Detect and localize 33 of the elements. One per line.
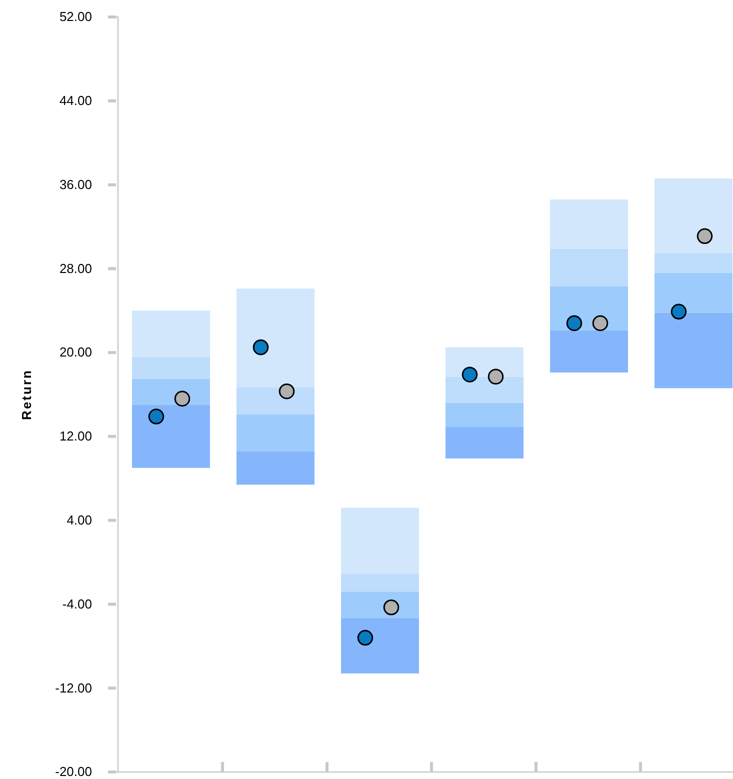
bar (132, 356, 210, 379)
bar (341, 592, 419, 618)
bar (550, 330, 628, 372)
bar (446, 376, 524, 403)
bar (132, 310, 210, 357)
bar (236, 387, 314, 414)
bar (550, 199, 628, 249)
bar (654, 272, 732, 313)
bar (341, 508, 419, 574)
bar (132, 378, 210, 405)
y-tick-label: -12.00 (55, 680, 92, 696)
y-tick-label: 20.00 (59, 344, 92, 360)
y-tick-label: 52.00 (59, 9, 92, 24)
y-tick-label: -20.00 (55, 764, 92, 779)
bar (236, 414, 314, 452)
bar (654, 252, 732, 273)
y-tick-label: 4.00 (66, 512, 92, 528)
bar (446, 402, 524, 428)
y-axis-title: Return (19, 369, 34, 420)
bar (446, 427, 524, 458)
y-tick-label: 36.00 (59, 176, 92, 192)
y-tick-label: 28.00 (59, 260, 92, 276)
bar (132, 404, 210, 468)
bar (341, 574, 419, 592)
bar (236, 288, 314, 388)
y-tick-label: 44.00 (59, 93, 92, 108)
bar (550, 248, 628, 286)
bar (654, 178, 732, 253)
bar (654, 312, 732, 388)
y-tick-label: -4.00 (62, 596, 92, 612)
bar (236, 451, 314, 485)
bar (341, 618, 419, 674)
y-tick-label: 12.00 (59, 428, 92, 444)
